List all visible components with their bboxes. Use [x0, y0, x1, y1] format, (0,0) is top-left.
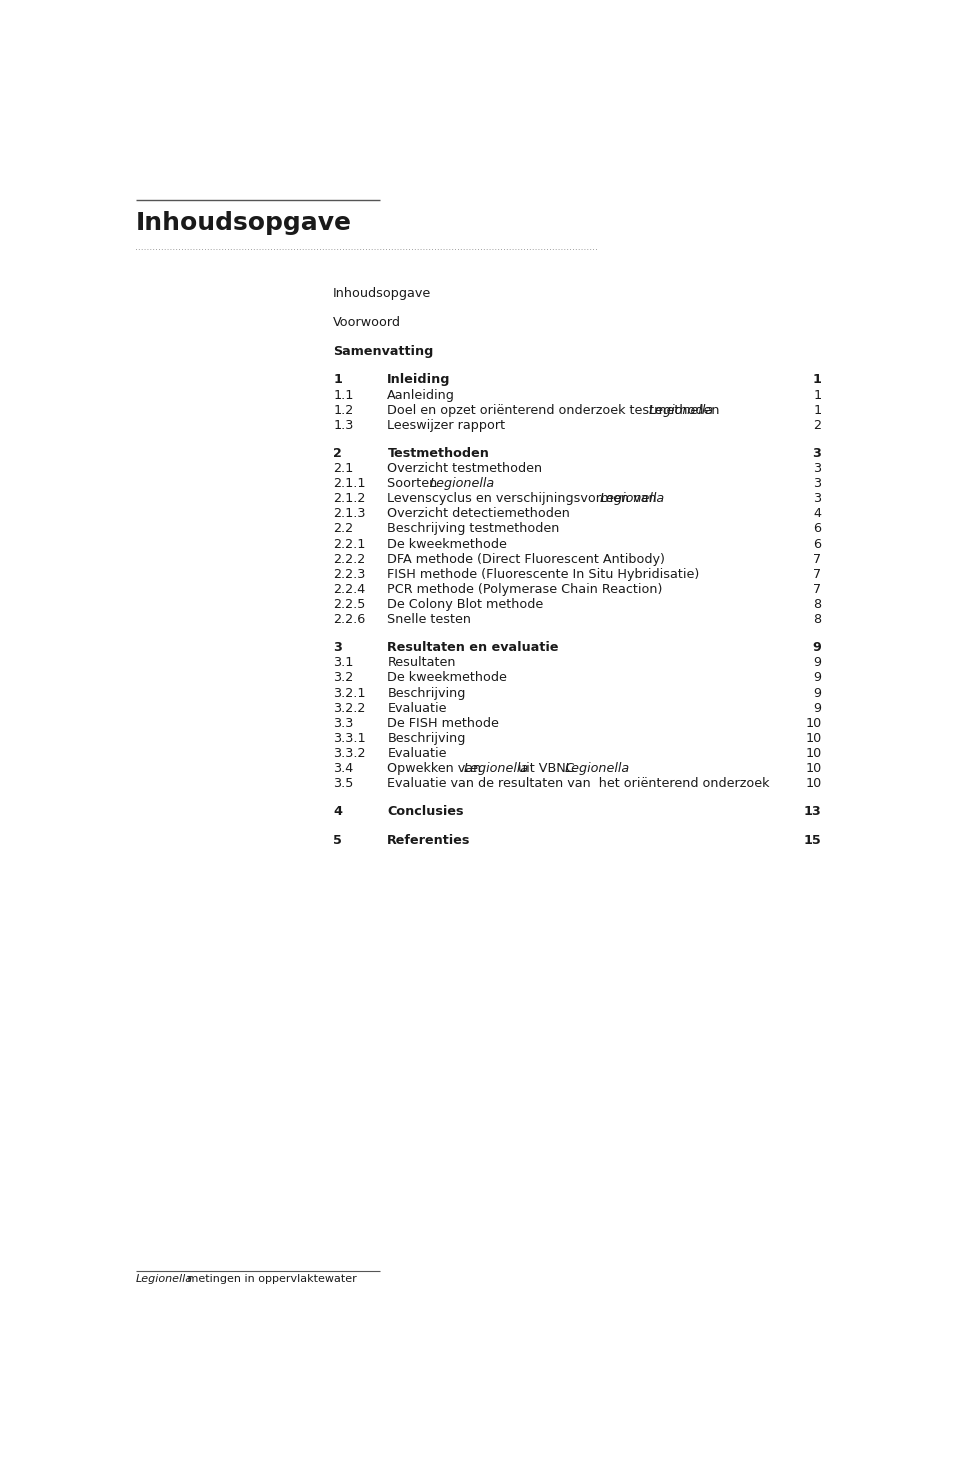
Text: Legionella: Legionella	[464, 762, 529, 775]
Text: 7: 7	[813, 582, 822, 595]
Text: 3.3.2: 3.3.2	[333, 747, 366, 760]
Text: Inleiding: Inleiding	[388, 374, 451, 386]
Text: 10: 10	[805, 762, 822, 775]
Text: 2.2.3: 2.2.3	[333, 567, 366, 580]
Text: 3.5: 3.5	[333, 776, 353, 790]
Text: Doel en opzet oriënterend onderzoek testmethoden: Doel en opzet oriënterend onderzoek test…	[388, 404, 724, 417]
Text: DFA methode (Direct Fluorescent Antibody): DFA methode (Direct Fluorescent Antibody…	[388, 552, 665, 566]
Text: 1: 1	[812, 374, 822, 386]
Text: metingen in oppervlaktewater: metingen in oppervlaktewater	[183, 1274, 356, 1284]
Text: Leeswijzer rapport: Leeswijzer rapport	[388, 418, 506, 432]
Text: Resultaten: Resultaten	[388, 657, 456, 669]
Text: Evaluatie van de resultaten van  het oriënterend onderzoek: Evaluatie van de resultaten van het orië…	[388, 776, 770, 790]
Text: 3: 3	[812, 448, 822, 461]
Text: Levenscyclus en verschijningsvormen van: Levenscyclus en verschijningsvormen van	[388, 492, 661, 505]
Text: De kweekmethode: De kweekmethode	[388, 538, 507, 551]
Text: Overzicht detectiemethoden: Overzicht detectiemethoden	[388, 508, 570, 520]
Text: Beschrijving: Beschrijving	[388, 686, 466, 700]
Text: Resultaten en evaluatie: Resultaten en evaluatie	[388, 641, 559, 654]
Text: 7: 7	[813, 552, 822, 566]
Text: Overzicht testmethoden: Overzicht testmethoden	[388, 463, 542, 476]
Text: 4: 4	[333, 806, 342, 819]
Text: 1: 1	[333, 374, 342, 386]
Text: Evaluatie: Evaluatie	[388, 747, 446, 760]
Text: 3: 3	[813, 492, 822, 505]
Text: 2.1.3: 2.1.3	[333, 508, 366, 520]
Text: 2.1: 2.1	[333, 463, 353, 476]
Text: FISH methode (Fluorescente In Situ Hybridisatie): FISH methode (Fluorescente In Situ Hybri…	[388, 567, 700, 580]
Text: Inhoudsopgave: Inhoudsopgave	[135, 212, 351, 236]
Text: 2: 2	[813, 418, 822, 432]
Text: 3.2.1: 3.2.1	[333, 686, 366, 700]
Text: Referenties: Referenties	[388, 834, 470, 847]
Text: 1.3: 1.3	[333, 418, 353, 432]
Text: 2.2.1: 2.2.1	[333, 538, 366, 551]
Text: De kweekmethode: De kweekmethode	[388, 672, 507, 685]
Text: Legionella: Legionella	[135, 1274, 193, 1284]
Text: 4: 4	[813, 508, 822, 520]
Text: Samenvatting: Samenvatting	[333, 345, 434, 358]
Text: 1: 1	[813, 404, 822, 417]
Text: Voorwoord: Voorwoord	[333, 315, 401, 328]
Text: 3.2: 3.2	[333, 672, 353, 685]
Text: 2.2: 2.2	[333, 523, 353, 536]
Text: Legionella: Legionella	[599, 492, 664, 505]
Text: 3.4: 3.4	[333, 762, 353, 775]
Text: De Colony Blot methode: De Colony Blot methode	[388, 598, 543, 611]
Text: PCR methode (Polymerase Chain Reaction): PCR methode (Polymerase Chain Reaction)	[388, 582, 662, 595]
Text: 2.2.5: 2.2.5	[333, 598, 366, 611]
Text: 3: 3	[813, 463, 822, 476]
Text: Soorten: Soorten	[388, 477, 442, 491]
Text: 2.2.6: 2.2.6	[333, 613, 366, 626]
Text: 9: 9	[813, 686, 822, 700]
Text: 2.1.1: 2.1.1	[333, 477, 366, 491]
Text: Snelle testen: Snelle testen	[388, 613, 471, 626]
Text: 2: 2	[333, 448, 342, 461]
Text: 1.2: 1.2	[333, 404, 353, 417]
Text: 6: 6	[813, 523, 822, 536]
Text: 9: 9	[812, 641, 822, 654]
Text: 10: 10	[805, 732, 822, 744]
Text: 10: 10	[805, 716, 822, 729]
Text: 9: 9	[813, 657, 822, 669]
Text: 2.1.2: 2.1.2	[333, 492, 366, 505]
Text: 8: 8	[813, 598, 822, 611]
Text: Testmethoden: Testmethoden	[388, 448, 490, 461]
Text: 3.2.2: 3.2.2	[333, 701, 366, 714]
Text: Beschrijving testmethoden: Beschrijving testmethoden	[388, 523, 560, 536]
Text: 3: 3	[813, 477, 822, 491]
Text: Conclusies: Conclusies	[388, 806, 464, 819]
Text: De FISH methode: De FISH methode	[388, 716, 499, 729]
Text: 9: 9	[813, 701, 822, 714]
Text: 10: 10	[805, 747, 822, 760]
Text: Inhoudsopgave: Inhoudsopgave	[333, 287, 431, 300]
Text: 1.1: 1.1	[333, 389, 353, 402]
Text: 3: 3	[333, 641, 342, 654]
Text: 2.2.4: 2.2.4	[333, 582, 366, 595]
Text: Opwekken van: Opwekken van	[388, 762, 486, 775]
Text: 10: 10	[805, 776, 822, 790]
Text: 5: 5	[333, 834, 342, 847]
Text: 2.2.2: 2.2.2	[333, 552, 366, 566]
Text: Legionella: Legionella	[648, 404, 713, 417]
Text: 6: 6	[813, 538, 822, 551]
Text: Evaluatie: Evaluatie	[388, 701, 446, 714]
Text: 8: 8	[813, 613, 822, 626]
Text: 9: 9	[813, 672, 822, 685]
Text: Legionella: Legionella	[429, 477, 494, 491]
Text: uit VBNC: uit VBNC	[515, 762, 579, 775]
Text: 3.1: 3.1	[333, 657, 353, 669]
Text: 3.3: 3.3	[333, 716, 353, 729]
Text: 3.3.1: 3.3.1	[333, 732, 366, 744]
Text: 13: 13	[804, 806, 822, 819]
Text: Aanleiding: Aanleiding	[388, 389, 455, 402]
Text: 7: 7	[813, 567, 822, 580]
Text: 15: 15	[804, 834, 822, 847]
Text: Legionella: Legionella	[564, 762, 630, 775]
Text: ................................................................................: ........................................…	[135, 243, 598, 252]
Text: 1: 1	[813, 389, 822, 402]
Text: Beschrijving: Beschrijving	[388, 732, 466, 744]
